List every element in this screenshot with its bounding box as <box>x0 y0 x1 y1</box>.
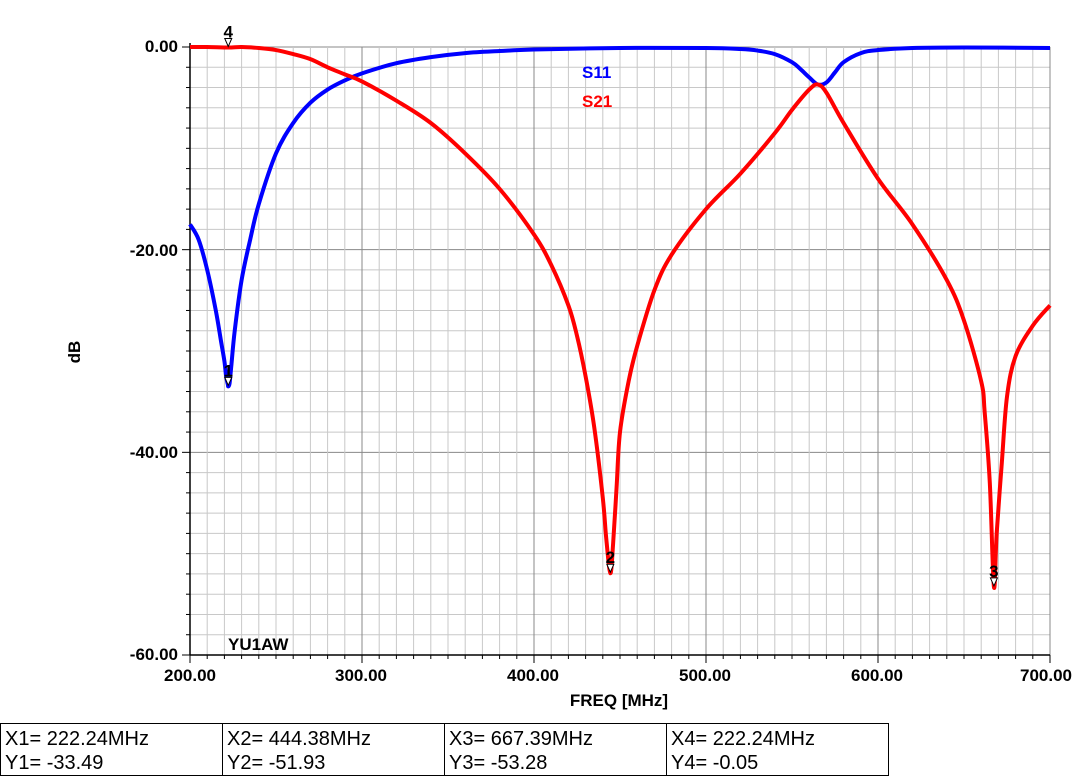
y-tick-label: -60.00 <box>130 645 178 664</box>
marker-label: 3 <box>989 562 998 581</box>
x-tick-label: 200.00 <box>164 666 216 685</box>
marker-y-readout: Y2= -51.93 <box>227 752 326 774</box>
marker-x-readout: X4= 222.24MHz <box>671 728 815 750</box>
marker-x-readout: X2= 444.38MHz <box>227 728 371 750</box>
s-parameter-chart: 1 2 3 4 0.00 -20.00 -40.00 -60.00 200.00 30… <box>65 23 1072 710</box>
marker-x-readout: X3= 667.39MHz <box>449 728 593 750</box>
grid <box>189 46 1051 656</box>
x-tick-label: 300.00 <box>335 666 387 685</box>
x-tick-label: 400.00 <box>507 666 559 685</box>
marker-triangle <box>223 376 233 387</box>
marker-readout-cell: X1= 222.24MHz Y1= -33.49 <box>0 723 223 776</box>
marker-triangle <box>989 577 999 588</box>
x-tick-label: 500.00 <box>679 666 731 685</box>
marker-layer: 1 2 3 4 <box>223 23 999 588</box>
x-axis-title: FREQ [MHz] <box>570 691 668 710</box>
series-line-s21 <box>189 44 1052 590</box>
x-tick-label: 700.00 <box>1020 666 1072 685</box>
y-axis-title: dB <box>65 341 84 364</box>
marker-readout-table: X1= 222.24MHz Y1= -33.49 X2= 444.38MHz Y… <box>0 723 889 776</box>
marker-readout-cell: X4= 222.24MHz Y4= -0.05 <box>666 723 889 776</box>
marker-readout-cell: X2= 444.38MHz Y2= -51.93 <box>222 723 445 776</box>
marker-y-readout: Y3= -53.28 <box>449 752 548 774</box>
marker-readout-cell: X3= 667.39MHz Y3= -53.28 <box>444 723 667 776</box>
y-tick-label: -20.00 <box>130 241 178 260</box>
y-tick-label: -40.00 <box>130 443 178 462</box>
chart-annotation: YU1AW <box>228 635 289 654</box>
marker-label: 4 <box>224 23 234 42</box>
legend-s21: S21 <box>582 92 612 111</box>
marker-label: 2 <box>606 548 615 567</box>
marker-label: 1 <box>224 361 233 380</box>
marker-triangle <box>606 563 615 574</box>
marker-triangle <box>223 38 233 48</box>
marker-y-readout: Y4= -0.05 <box>671 752 759 774</box>
legend-s11: S11 <box>582 63 611 82</box>
marker-y-readout: Y1= -33.49 <box>5 752 104 774</box>
marker-x-readout: X1= 222.24MHz <box>5 728 149 750</box>
x-tick-label: 600.00 <box>851 666 903 685</box>
axes <box>182 43 1051 663</box>
y-tick-label: 0.00 <box>145 37 178 56</box>
